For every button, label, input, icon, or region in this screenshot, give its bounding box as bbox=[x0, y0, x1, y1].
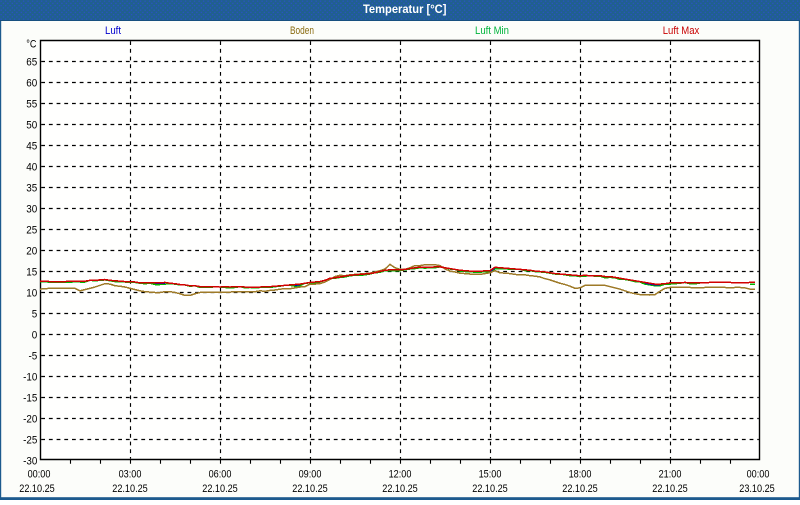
svg-text:35: 35 bbox=[26, 183, 37, 195]
svg-text:-15: -15 bbox=[23, 393, 37, 405]
svg-text:00:00: 00:00 bbox=[747, 468, 770, 480]
svg-text:22.10.25: 22.10.25 bbox=[112, 483, 148, 495]
svg-text:22.10.25: 22.10.25 bbox=[382, 483, 418, 495]
svg-text:Temperatur [°C]: Temperatur [°C] bbox=[363, 4, 447, 16]
svg-text:00:00: 00:00 bbox=[28, 468, 51, 480]
svg-text:-30: -30 bbox=[23, 456, 37, 468]
svg-text:45: 45 bbox=[26, 141, 37, 153]
svg-text:-10: -10 bbox=[23, 372, 37, 384]
svg-text:22.10.25: 22.10.25 bbox=[19, 483, 55, 495]
svg-text:21:00: 21:00 bbox=[659, 468, 682, 480]
svg-text:65: 65 bbox=[26, 57, 37, 69]
svg-text:Luft: Luft bbox=[105, 25, 121, 37]
svg-text:15:00: 15:00 bbox=[479, 468, 502, 480]
svg-text:-20: -20 bbox=[23, 414, 37, 426]
svg-text:-25: -25 bbox=[23, 435, 37, 447]
svg-text:°C: °C bbox=[26, 39, 36, 51]
svg-text:10: 10 bbox=[26, 288, 37, 300]
svg-text:22.10.25: 22.10.25 bbox=[202, 483, 238, 495]
svg-text:Luft Min: Luft Min bbox=[475, 25, 509, 37]
svg-text:12:00: 12:00 bbox=[389, 468, 412, 480]
svg-text:22.10.25: 22.10.25 bbox=[562, 483, 598, 495]
svg-text:22.10.25: 22.10.25 bbox=[652, 483, 688, 495]
svg-text:55: 55 bbox=[26, 99, 37, 111]
svg-text:5: 5 bbox=[32, 309, 38, 321]
svg-text:0: 0 bbox=[32, 330, 38, 342]
svg-text:Luft Max: Luft Max bbox=[663, 25, 700, 37]
svg-text:09:00: 09:00 bbox=[299, 468, 322, 480]
svg-text:Boden: Boden bbox=[290, 25, 314, 37]
svg-text:03:00: 03:00 bbox=[119, 468, 142, 480]
svg-text:22.10.25: 22.10.25 bbox=[472, 483, 508, 495]
svg-text:60: 60 bbox=[26, 78, 37, 90]
svg-text:20: 20 bbox=[26, 246, 37, 258]
svg-text:18:00: 18:00 bbox=[569, 468, 592, 480]
svg-text:40: 40 bbox=[26, 162, 37, 174]
svg-text:22.10.25: 22.10.25 bbox=[292, 483, 328, 495]
svg-text:50: 50 bbox=[26, 120, 37, 132]
svg-text:30: 30 bbox=[26, 204, 37, 216]
svg-text:-5: -5 bbox=[29, 351, 38, 363]
svg-text:25: 25 bbox=[26, 225, 37, 237]
svg-text:15: 15 bbox=[26, 267, 37, 279]
svg-text:23.10.25: 23.10.25 bbox=[739, 483, 775, 495]
svg-text:06:00: 06:00 bbox=[209, 468, 232, 480]
